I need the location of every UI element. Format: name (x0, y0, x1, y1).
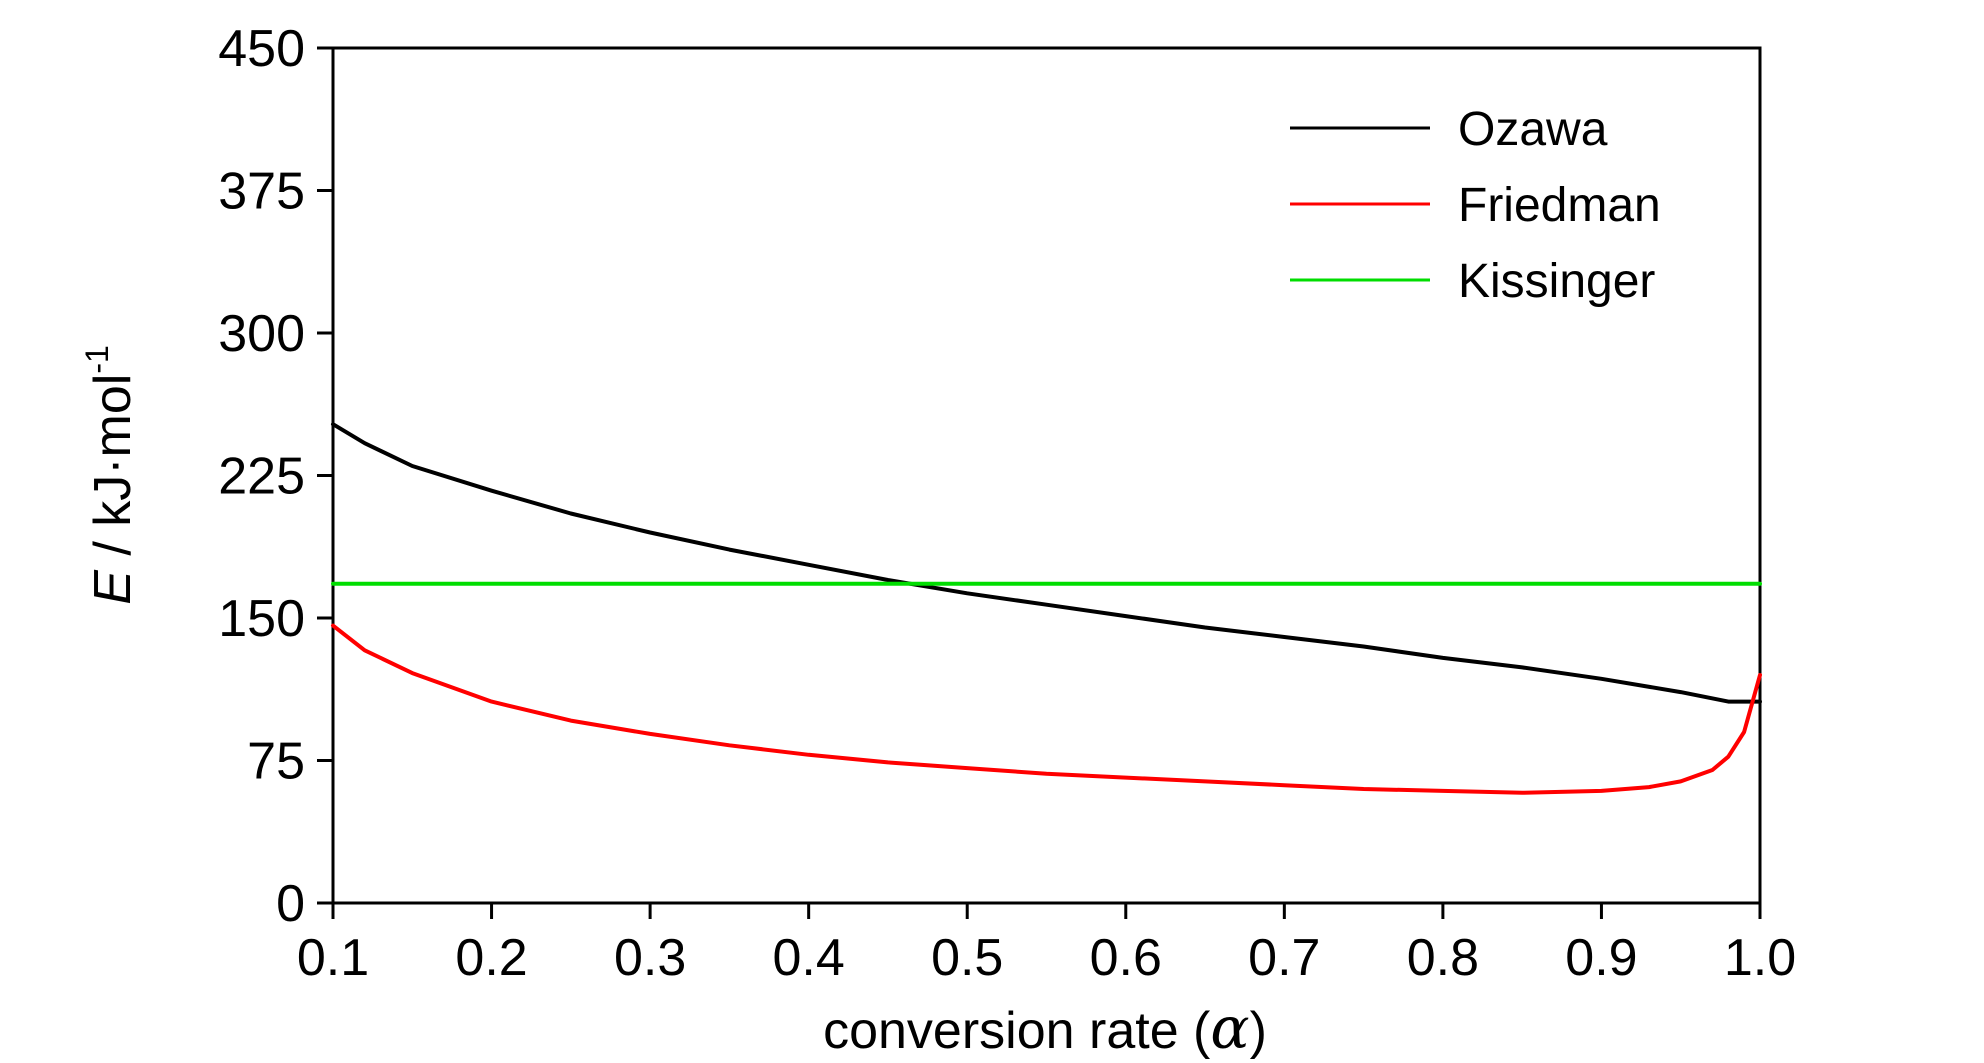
series-line-ozawa (331, 422, 1762, 704)
x-tick-label: 0.1 (297, 929, 369, 987)
x-tick-label: 0.8 (1407, 929, 1479, 987)
axis-ticks: 0.1 0.2 0.3 0.4 0.5 0.6 0.7 0.8 0.9 1.0 0 75 150 225 3… (218, 20, 1796, 987)
legend-label-friedman: Friedman (1458, 179, 1661, 232)
y-axis-title: E / kJ·mol-1 (79, 345, 142, 605)
y-tick-label: 450 (218, 20, 305, 78)
series-line-friedman (331, 623, 1762, 795)
x-axis-title-text: conversion rate ( (823, 1002, 1211, 1060)
x-tick-label: 0.2 (455, 929, 527, 987)
x-tick-label: 0.9 (1565, 929, 1637, 987)
x-tick-label: 0.5 (931, 929, 1003, 987)
series-lines (331, 422, 1762, 795)
y-tick-label: 0 (276, 875, 305, 933)
x-axis-title-alpha: α (1210, 994, 1249, 1062)
x-tick-label: 1.0 (1724, 929, 1796, 987)
x-tick-label: 0.4 (773, 929, 845, 987)
y-tick-label: 150 (218, 590, 305, 648)
x-tick-label: 0.7 (1248, 929, 1320, 987)
y-tick-label: 300 (218, 305, 305, 363)
y-axis-title-exponent: -1 (79, 345, 115, 373)
x-tick-label: 0.3 (614, 929, 686, 987)
legend-label-ozawa: Ozawa (1458, 103, 1608, 156)
x-tick-label: 0.6 (1090, 929, 1162, 987)
x-axis-title: conversion rate (α) (823, 994, 1267, 1062)
x-axis-title-close: ) (1250, 1002, 1267, 1060)
legend-label-kissinger: Kissinger (1458, 255, 1655, 308)
legend: Ozawa Friedman Kissinger (1290, 103, 1661, 308)
y-axis-title-symbol: E (84, 569, 142, 605)
y-axis-title-unit: / kJ·mol (84, 374, 142, 570)
y-tick-label: 375 (218, 163, 305, 221)
y-tick-label: 75 (247, 733, 305, 791)
y-tick-label: 225 (218, 448, 305, 506)
